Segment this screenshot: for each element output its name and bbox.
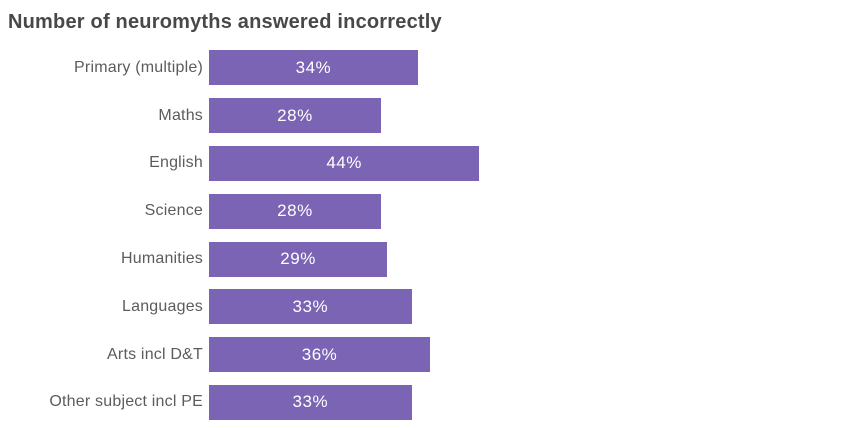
category-label: Languages <box>122 297 203 315</box>
chart-row: Maths 28% <box>0 92 860 140</box>
category-label: Science <box>144 202 203 220</box>
bar-area: 34% <box>209 50 860 86</box>
bar-value-label: 33% <box>292 392 329 412</box>
category-label: Primary (multiple) <box>74 58 203 76</box>
bar: 44% <box>209 145 480 181</box>
bar-value-label: 29% <box>280 249 316 269</box>
category-label: English <box>149 154 203 172</box>
category-label: Maths <box>158 106 203 124</box>
category-label: Other subject incl PE <box>49 393 203 411</box>
bar-area: 33% <box>209 289 860 325</box>
chart-row: Humanities 29% <box>0 235 860 283</box>
bar-area: 44% <box>209 145 860 181</box>
bar-area: 33% <box>209 384 860 420</box>
bar-area: 29% <box>209 241 860 277</box>
bar: 33% <box>209 384 412 420</box>
bar: 28% <box>209 98 381 134</box>
chart-row: Primary (multiple) 34% <box>0 44 860 92</box>
bar-area: 28% <box>209 193 860 229</box>
bar: 34% <box>209 50 418 86</box>
chart-rows: Primary (multiple) 34% Maths 28% English 44% S… <box>0 44 860 426</box>
category-label: Arts incl D&T <box>107 345 203 363</box>
chart-row: Languages 33% <box>0 283 860 331</box>
chart-title: Number of neuromyths answered incorrectl… <box>8 11 442 33</box>
chart-row: English 44% <box>0 140 860 188</box>
bar-value-label: 28% <box>277 105 313 125</box>
bar-value-label: 33% <box>292 296 329 316</box>
category-label: Humanities <box>120 250 203 268</box>
bar: 36% <box>209 337 430 373</box>
chart-row: Other subject incl PE 33% <box>0 379 860 427</box>
bar-area: 28% <box>209 98 860 134</box>
bar-area: 36% <box>209 337 860 373</box>
bar: 28% <box>209 193 381 229</box>
bar-value-label: 28% <box>277 201 313 221</box>
chart-row: Arts incl D&T 36% <box>0 331 860 379</box>
chart-row: Science 28% <box>0 187 860 235</box>
bar-value-label: 44% <box>326 153 362 173</box>
bar-value-label: 34% <box>295 57 332 77</box>
bar: 33% <box>209 289 412 325</box>
bar: 29% <box>209 241 388 277</box>
bar-value-label: 36% <box>301 344 338 364</box>
